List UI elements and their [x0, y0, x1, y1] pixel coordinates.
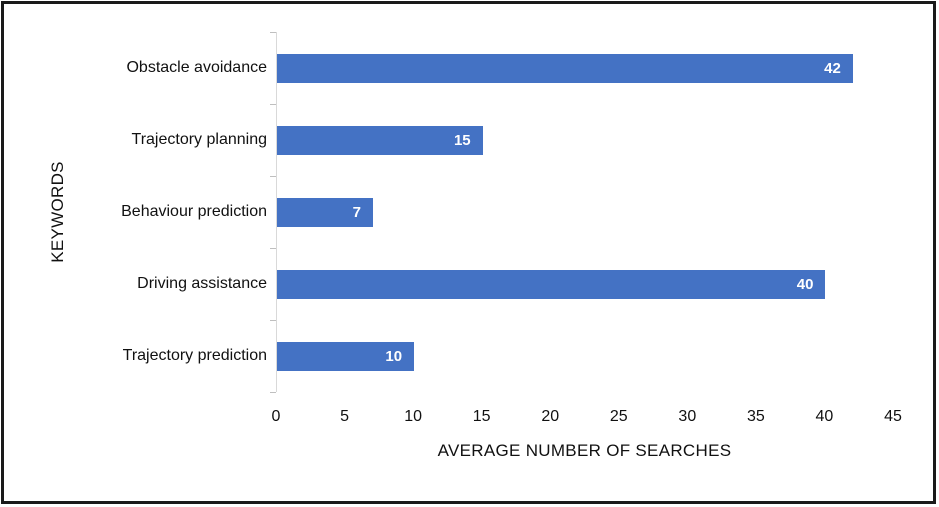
y-axis-tick-mark: [270, 248, 276, 249]
x-axis-title: AVERAGE NUMBER OF SEARCHES: [437, 441, 732, 460]
y-axis-tick-mark: [270, 32, 276, 33]
bar-value-label: 10: [385, 347, 403, 365]
bar: 15: [277, 125, 483, 155]
y-axis-line: [276, 32, 277, 392]
bar: 7: [277, 197, 373, 227]
category-label: Obstacle avoidance: [126, 59, 267, 76]
x-tick-label: 0: [271, 408, 281, 425]
bar: 42: [277, 53, 853, 83]
category-label: Driving assistance: [137, 275, 267, 292]
category-label: Trajectory prediction: [122, 347, 267, 364]
x-tick-label: 45: [884, 408, 902, 425]
x-tick-label: 30: [678, 408, 697, 425]
bar: 10: [277, 341, 415, 371]
x-tick-label: 40: [815, 408, 834, 425]
bar-value-label: 7: [352, 203, 361, 221]
x-tick-label: 10: [404, 408, 422, 425]
bar-value-label: 40: [796, 275, 814, 293]
y-axis-tick-mark: [270, 104, 276, 105]
category-label: Trajectory planning: [131, 131, 267, 148]
bar-value-label: 15: [453, 131, 471, 149]
x-tick-label: 5: [340, 408, 349, 425]
x-tick-label: 25: [609, 408, 628, 425]
y-axis-tick-mark: [270, 320, 276, 321]
x-tick-label: 15: [472, 408, 491, 425]
x-tick-label: 35: [746, 408, 765, 425]
y-axis-tick-mark: [270, 176, 276, 177]
chart-canvas: KEYWORDS Obstacle avoidance Trajectory pl…: [4, 4, 933, 501]
bar: 40: [277, 269, 826, 299]
x-tick-label: 20: [541, 408, 560, 425]
bar-value-label: 42: [824, 59, 841, 77]
category-label: Behaviour prediction: [121, 203, 267, 220]
y-axis-tick-mark: [270, 392, 276, 393]
